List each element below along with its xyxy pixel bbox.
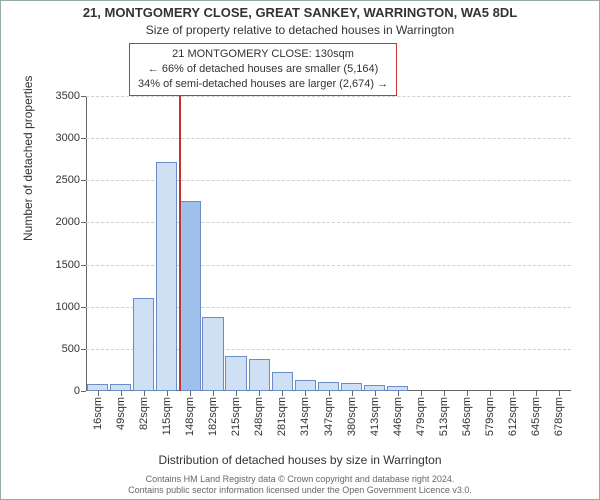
xtick-mark	[421, 391, 422, 396]
histogram-bar	[179, 201, 200, 391]
xtick-label: 678sqm	[553, 397, 565, 436]
xtick-mark	[467, 391, 468, 396]
gridline	[86, 138, 571, 139]
ytick-label: 0	[74, 385, 80, 397]
ytick-mark	[81, 222, 86, 223]
callout-box: 21 MONTGOMERY CLOSE: 130sqm ← 66% of det…	[129, 43, 397, 96]
plot-inner: 050010001500200025003000350016sqm49sqm82…	[86, 96, 571, 391]
footer-line1: Contains HM Land Registry data © Crown c…	[1, 474, 599, 485]
xtick-label: 49sqm	[115, 397, 127, 430]
callout-line1: 21 MONTGOMERY CLOSE: 130sqm	[138, 47, 388, 62]
ytick-label: 1500	[56, 259, 80, 271]
histogram-bar	[133, 298, 154, 391]
xtick-label: 248sqm	[253, 397, 265, 436]
footer-text: Contains HM Land Registry data © Crown c…	[1, 474, 599, 497]
xtick-label: 215sqm	[230, 397, 242, 436]
histogram-bar	[341, 383, 362, 391]
xtick-label: 479sqm	[415, 397, 427, 436]
xtick-label: 347sqm	[323, 397, 335, 436]
xtick-label: 281sqm	[276, 397, 288, 436]
xtick-label: 380sqm	[346, 397, 358, 436]
plot-area: 050010001500200025003000350016sqm49sqm82…	[86, 96, 571, 391]
callout-line3: 34% of semi-detached houses are larger (…	[138, 77, 388, 92]
ytick-mark	[81, 307, 86, 308]
xtick-mark	[375, 391, 376, 396]
xtick-mark	[167, 391, 168, 396]
ytick-label: 500	[62, 343, 80, 355]
xtick-label: 446sqm	[392, 397, 404, 436]
histogram-bar	[87, 384, 108, 391]
xtick-label: 645sqm	[530, 397, 542, 436]
ytick-label: 3000	[56, 132, 80, 144]
xtick-mark	[329, 391, 330, 396]
y-axis-label: Number of detached properties	[21, 76, 35, 241]
reference-line	[179, 96, 181, 391]
xtick-mark	[98, 391, 99, 396]
footer-line2: Contains public sector information licen…	[1, 485, 599, 496]
xtick-label: 546sqm	[461, 397, 473, 436]
xtick-mark	[305, 391, 306, 396]
histogram-bar	[249, 359, 270, 391]
chart-title: 21, MONTGOMERY CLOSE, GREAT SANKEY, WARR…	[1, 5, 599, 20]
ytick-mark	[81, 265, 86, 266]
histogram-bar	[110, 384, 131, 391]
xtick-label: 314sqm	[299, 397, 311, 436]
ytick-label: 1000	[56, 301, 80, 313]
xtick-label: 16sqm	[92, 397, 104, 430]
callout-line2: ← 66% of detached houses are smaller (5,…	[138, 62, 388, 77]
ytick-mark	[81, 96, 86, 97]
ytick-label: 2500	[56, 174, 80, 186]
xtick-mark	[213, 391, 214, 396]
xtick-mark	[398, 391, 399, 396]
chart-container: 21, MONTGOMERY CLOSE, GREAT SANKEY, WARR…	[0, 0, 600, 500]
ytick-mark	[81, 138, 86, 139]
xtick-mark	[490, 391, 491, 396]
xtick-label: 612sqm	[507, 397, 519, 436]
gridline	[86, 96, 571, 97]
ytick-mark	[81, 391, 86, 392]
xtick-label: 148sqm	[184, 397, 196, 436]
ytick-mark	[81, 180, 86, 181]
xtick-label: 115sqm	[161, 397, 173, 435]
y-axis-line	[86, 96, 87, 391]
histogram-bar	[295, 380, 316, 391]
histogram-bar	[272, 372, 293, 391]
xtick-label: 513sqm	[438, 397, 450, 436]
xtick-mark	[190, 391, 191, 396]
histogram-bar	[318, 382, 339, 391]
ytick-mark	[81, 349, 86, 350]
xtick-label: 82sqm	[138, 397, 150, 430]
xtick-mark	[559, 391, 560, 396]
xtick-label: 182sqm	[207, 397, 219, 436]
xtick-mark	[144, 391, 145, 396]
xtick-mark	[259, 391, 260, 396]
xtick-label: 413sqm	[369, 397, 381, 436]
xtick-mark	[444, 391, 445, 396]
histogram-bar	[225, 356, 246, 391]
histogram-bar	[202, 317, 223, 391]
histogram-bar	[156, 162, 177, 391]
xtick-mark	[513, 391, 514, 396]
xtick-label: 579sqm	[484, 397, 496, 436]
xtick-mark	[121, 391, 122, 396]
chart-subtitle: Size of property relative to detached ho…	[1, 23, 599, 37]
xtick-mark	[352, 391, 353, 396]
x-axis-label: Distribution of detached houses by size …	[1, 453, 599, 467]
xtick-mark	[236, 391, 237, 396]
ytick-label: 3500	[56, 90, 80, 102]
xtick-mark	[536, 391, 537, 396]
xtick-mark	[282, 391, 283, 396]
ytick-label: 2000	[56, 216, 80, 228]
